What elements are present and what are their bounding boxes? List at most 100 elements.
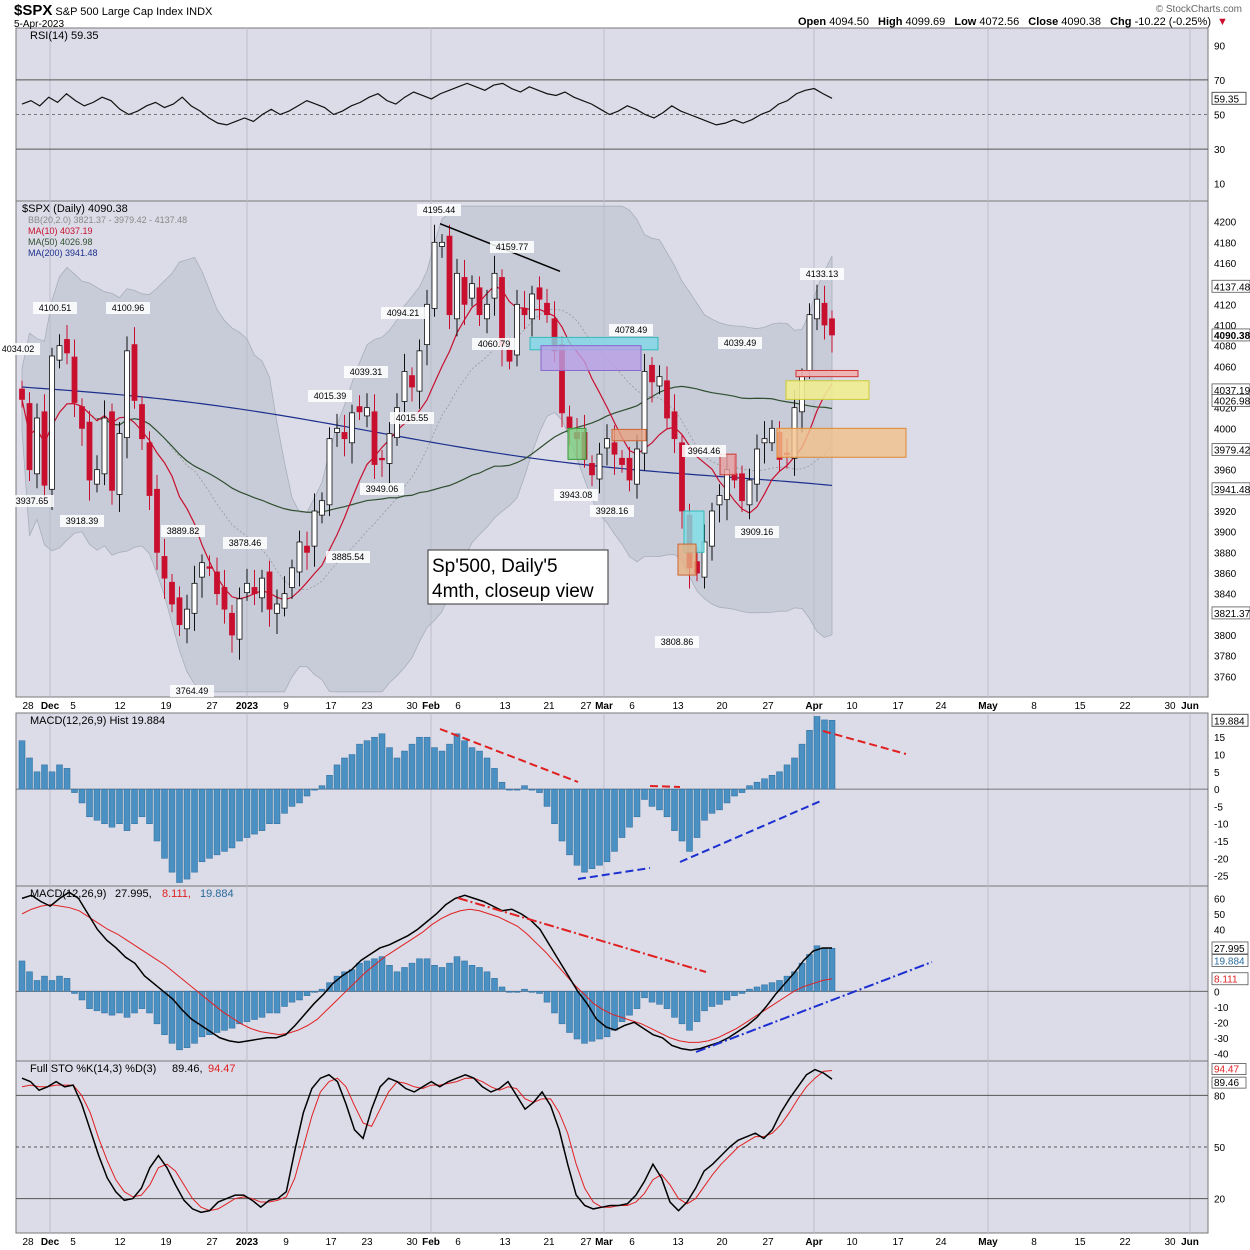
x-tick-label: 27: [580, 1237, 592, 1248]
candle-body: [101, 417, 108, 475]
price-tick-label: 3900: [1214, 528, 1237, 539]
hist-bar: [438, 750, 446, 790]
x-tick-label: 24: [935, 701, 947, 712]
hist-bar: [701, 788, 708, 821]
hist-bar: [123, 788, 131, 831]
x-tick-label: Mar: [595, 701, 613, 712]
macd-hist-bar: [431, 965, 438, 992]
chg-label: Chg: [1110, 16, 1132, 28]
macd-trend-blue: [695, 961, 933, 1053]
candle-body: [716, 495, 723, 506]
x-tick-label: 9: [283, 701, 289, 712]
ma50-legend: MA(50) 4026.98: [28, 237, 93, 247]
x-tick-label: Jun: [1181, 1237, 1199, 1248]
price-label: 3949.06: [366, 484, 399, 494]
x-tick-label: 5: [70, 701, 76, 712]
macd-legend-hist: 19.884: [200, 888, 234, 900]
x-tick-label: May: [978, 701, 998, 712]
hist-bar: [318, 785, 326, 790]
x-tick-label: 13: [499, 701, 511, 712]
macd-hist-bar: [258, 991, 266, 1018]
price-tick-label: 4120: [1214, 300, 1237, 311]
hist-trend-red: [439, 728, 579, 783]
hist-bar: [101, 788, 108, 824]
open-value: 4094.50: [829, 16, 869, 28]
candle-body: [86, 421, 93, 481]
candle-body: [274, 603, 280, 614]
low-value: 4072.56: [979, 16, 1020, 28]
candle-body: [544, 302, 550, 316]
macd-hist-bar: [528, 991, 536, 993]
hist-bar: [311, 788, 318, 791]
hist-bar: [461, 740, 468, 790]
hist-bar: [108, 788, 116, 828]
x-tick-label: 27: [206, 1237, 218, 1248]
candle-body: [386, 433, 393, 464]
hist-bar: [648, 788, 656, 807]
hist-bar: [761, 778, 768, 790]
x-tick-label: 30: [1164, 701, 1176, 712]
macd-tick-label: 0: [1214, 987, 1220, 998]
x-tick-label: 30: [1164, 1237, 1176, 1248]
x-tick-label: Mar: [595, 1237, 613, 1248]
macd-hist-bar: [138, 991, 146, 1009]
candle-body: [146, 442, 153, 496]
macd-tick-label: 50: [1214, 910, 1226, 921]
hist-bar: [708, 788, 716, 814]
hist-bar: [626, 788, 633, 828]
ma50-line: [96, 385, 833, 513]
hist-bar: [18, 740, 26, 790]
price-label: 3943.08: [560, 490, 593, 500]
candle-body: [154, 488, 160, 553]
price-label-bg: [344, 366, 388, 378]
price-label: 4100.51: [39, 303, 72, 313]
hist-bar: [228, 788, 236, 849]
candle-body: [761, 438, 768, 444]
hist-bar: [371, 736, 378, 790]
symbol-label: $SPX: [14, 2, 53, 19]
x-tick-label: 23: [361, 1237, 373, 1248]
hist-bar: [828, 720, 836, 790]
macd-hist-bar: [723, 991, 731, 1001]
hist-bar: [288, 788, 296, 807]
candle-body: [409, 375, 415, 388]
macd-hist-bar: [56, 975, 63, 992]
hist-trend-red-2: [649, 785, 681, 788]
sto-legend-d: 94.47: [208, 1063, 236, 1075]
hist-bar: [551, 788, 558, 824]
x-tick-label: 13: [499, 1237, 511, 1248]
sto-tick-label: 80: [1214, 1091, 1226, 1102]
hist-tick-label: -25: [1214, 872, 1229, 883]
hist-bar: [498, 781, 506, 790]
price-label-bg: [161, 525, 205, 537]
price-label-bg: [590, 505, 634, 517]
price-label-bg: [33, 302, 77, 314]
price-label: 3928.16: [596, 506, 629, 516]
macd-hist-bar: [693, 991, 701, 1022]
macd-hist-bar: [198, 991, 206, 1038]
macd-hist-bar: [78, 991, 86, 1001]
macd-hist-bar: [236, 991, 243, 1025]
high-value: 4099.69: [905, 16, 946, 28]
price-label: 4159.77: [496, 242, 529, 252]
hist-bar: [401, 750, 408, 790]
macd-hist-bar: [33, 980, 41, 992]
candle-body: [416, 350, 423, 392]
candle-body: [311, 510, 318, 547]
macd-hist-bar: [393, 971, 401, 992]
price-label-bg: [170, 685, 214, 697]
candle-body: [349, 412, 355, 444]
candle-body: [529, 293, 535, 320]
hist-bar: [468, 747, 476, 790]
price-tick-label: 3960: [1214, 466, 1237, 477]
hist-bar: [296, 788, 303, 804]
x-tick-label: 6: [455, 1237, 461, 1248]
macd-hist-bar: [573, 991, 581, 1040]
hist-bar: [821, 719, 828, 790]
candle-body: [356, 406, 363, 413]
candle-body: [169, 581, 175, 605]
candle-body: [401, 371, 408, 402]
rsi-tick-label: 90: [1214, 41, 1226, 52]
macd-legend-signal: 8.111,: [162, 888, 191, 900]
x-tick-label: 8: [1031, 1237, 1037, 1248]
